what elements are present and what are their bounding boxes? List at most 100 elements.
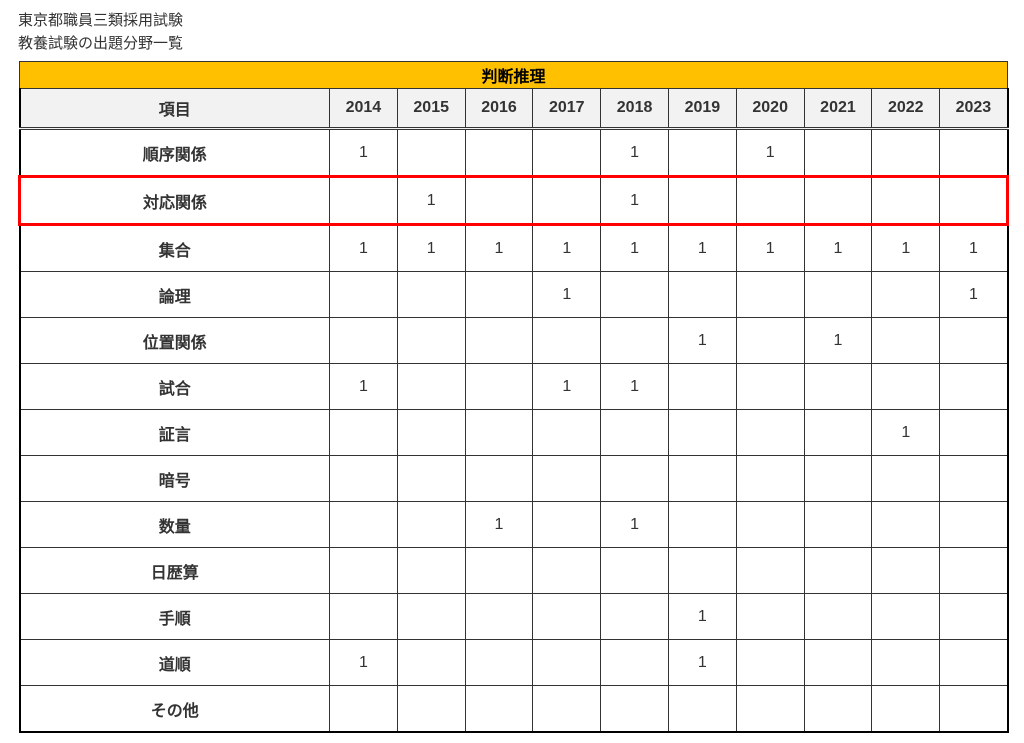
data-cell: 1: [465, 225, 533, 272]
row-label: 試合: [20, 364, 330, 410]
data-cell: 1: [330, 640, 398, 686]
data-cell: 1: [330, 364, 398, 410]
data-cell: [940, 318, 1008, 364]
year-header: 2021: [804, 89, 872, 129]
row-label: 道順: [20, 640, 330, 686]
data-cell: [872, 686, 940, 733]
data-cell: [668, 548, 736, 594]
data-cell: [736, 502, 804, 548]
year-header: 2022: [872, 89, 940, 129]
data-cell: [330, 548, 398, 594]
data-cell: [397, 548, 465, 594]
data-cell: [533, 594, 601, 640]
data-cell: [940, 177, 1008, 225]
data-cell: [330, 594, 398, 640]
table-row: 証言1: [20, 410, 1008, 456]
data-cell: 1: [804, 318, 872, 364]
data-cell: [940, 640, 1008, 686]
data-cell: [940, 364, 1008, 410]
data-cell: [465, 456, 533, 502]
year-header: 2020: [736, 89, 804, 129]
data-cell: [668, 686, 736, 733]
data-cell: 1: [601, 364, 669, 410]
data-cell: 1: [940, 272, 1008, 318]
table-row: 手順1: [20, 594, 1008, 640]
data-cell: [668, 364, 736, 410]
data-cell: 1: [736, 129, 804, 177]
table-row: 日歴算: [20, 548, 1008, 594]
data-cell: [601, 272, 669, 318]
data-cell: [330, 318, 398, 364]
row-label: 位置関係: [20, 318, 330, 364]
data-cell: [533, 548, 601, 594]
data-cell: [330, 686, 398, 733]
data-cell: [533, 129, 601, 177]
year-header: 2017: [533, 89, 601, 129]
data-cell: [533, 640, 601, 686]
data-cell: [465, 318, 533, 364]
data-cell: 1: [533, 225, 601, 272]
data-cell: [465, 129, 533, 177]
page-titles: 東京都職員三類採用試験 教養試験の出題分野一覧: [18, 10, 1006, 55]
data-cell: [465, 594, 533, 640]
data-cell: [668, 456, 736, 502]
data-cell: [330, 177, 398, 225]
data-cell: 1: [397, 225, 465, 272]
data-cell: [601, 318, 669, 364]
table-row: 試合111: [20, 364, 1008, 410]
data-cell: [736, 456, 804, 502]
row-label: 暗号: [20, 456, 330, 502]
data-cell: 1: [330, 225, 398, 272]
data-cell: 1: [601, 177, 669, 225]
year-header: 2023: [940, 89, 1008, 129]
data-cell: [465, 548, 533, 594]
data-cell: [804, 548, 872, 594]
exam-table: 判断推理 項目 2014 2015 2016 2017 2018 2019 20…: [18, 61, 1009, 733]
data-cell: [533, 318, 601, 364]
data-cell: [668, 410, 736, 456]
data-cell: [668, 272, 736, 318]
data-cell: [668, 177, 736, 225]
table-banner: 判断推理: [20, 62, 1008, 89]
table-row: 順序関係111: [20, 129, 1008, 177]
data-cell: [330, 502, 398, 548]
data-cell: [330, 410, 398, 456]
data-cell: [940, 502, 1008, 548]
table-row: 集合1111111111: [20, 225, 1008, 272]
data-cell: [533, 686, 601, 733]
data-cell: [804, 364, 872, 410]
page-title-line1: 東京都職員三類採用試験: [18, 10, 1006, 33]
data-cell: [465, 640, 533, 686]
data-cell: 1: [668, 594, 736, 640]
data-cell: [668, 502, 736, 548]
data-cell: [872, 364, 940, 410]
row-label: 証言: [20, 410, 330, 456]
data-cell: [397, 272, 465, 318]
data-cell: [397, 318, 465, 364]
data-cell: [736, 640, 804, 686]
table-header-row: 項目 2014 2015 2016 2017 2018 2019 2020 20…: [20, 89, 1008, 129]
row-label: 集合: [20, 225, 330, 272]
table-row: 暗号: [20, 456, 1008, 502]
data-cell: [397, 410, 465, 456]
year-header: 2019: [668, 89, 736, 129]
row-label: 論理: [20, 272, 330, 318]
data-cell: [940, 410, 1008, 456]
data-cell: [940, 456, 1008, 502]
data-cell: [804, 686, 872, 733]
data-cell: [872, 502, 940, 548]
data-cell: [465, 364, 533, 410]
data-cell: [533, 410, 601, 456]
data-cell: [804, 594, 872, 640]
data-cell: [736, 594, 804, 640]
table-row: その他: [20, 686, 1008, 733]
data-cell: [872, 640, 940, 686]
data-cell: [330, 272, 398, 318]
data-cell: 1: [736, 225, 804, 272]
data-cell: 1: [804, 225, 872, 272]
data-cell: [940, 129, 1008, 177]
table-row: 数量11: [20, 502, 1008, 548]
data-cell: [940, 594, 1008, 640]
data-cell: [940, 686, 1008, 733]
data-cell: [465, 177, 533, 225]
